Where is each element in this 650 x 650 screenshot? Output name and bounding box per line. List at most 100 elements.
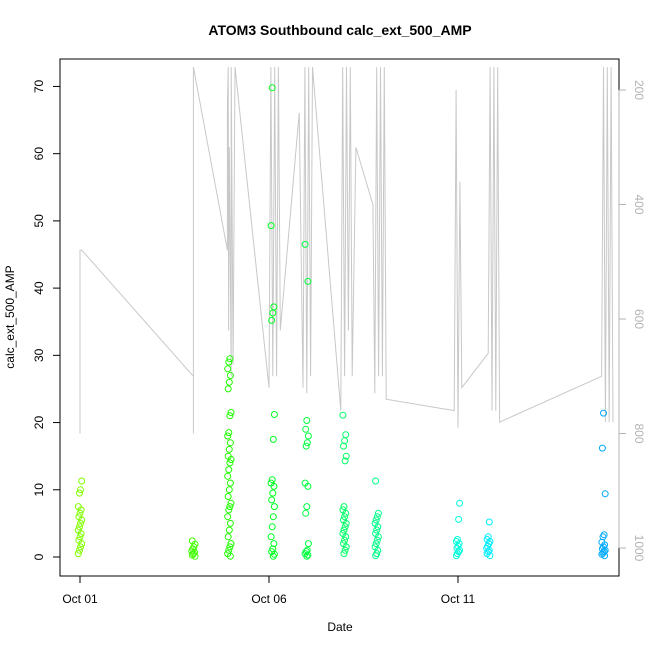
data-point bbox=[601, 490, 609, 498]
y-tick-label: 70 bbox=[32, 79, 46, 93]
data-point bbox=[372, 516, 380, 524]
data-point bbox=[341, 536, 349, 544]
data-point bbox=[74, 503, 82, 511]
data-point bbox=[304, 277, 312, 285]
y-axis-label: calc_ext_500_AMP bbox=[3, 265, 17, 368]
data-point bbox=[303, 546, 311, 554]
data-point bbox=[484, 533, 492, 541]
data-point bbox=[224, 533, 232, 541]
data-point bbox=[455, 548, 463, 556]
data-point bbox=[224, 432, 232, 440]
data-point bbox=[373, 526, 381, 534]
y-tick-label: 10 bbox=[32, 483, 46, 497]
data-point bbox=[74, 550, 82, 558]
y2-tick-label: 800 bbox=[632, 423, 646, 443]
data-point bbox=[267, 479, 275, 487]
data-point bbox=[226, 412, 234, 420]
y-tick-label: 60 bbox=[32, 147, 46, 161]
data-point bbox=[453, 536, 461, 543]
data-point bbox=[303, 417, 311, 424]
data-point bbox=[225, 445, 233, 453]
data-point bbox=[341, 523, 349, 531]
data-point bbox=[75, 513, 83, 521]
data-point bbox=[302, 548, 310, 556]
data-point bbox=[302, 425, 310, 433]
x-tick-label: Oct 01 bbox=[62, 592, 98, 606]
data-point bbox=[270, 411, 278, 418]
x-tick-label: Oct 11 bbox=[441, 592, 476, 606]
data-point bbox=[304, 432, 312, 440]
data-point bbox=[226, 459, 234, 467]
data-point bbox=[372, 540, 380, 548]
data-point bbox=[371, 543, 379, 551]
data-point bbox=[372, 477, 380, 485]
data-point bbox=[340, 503, 348, 511]
data-point bbox=[270, 303, 278, 311]
y-tick-label: 30 bbox=[32, 348, 46, 362]
data-point bbox=[224, 472, 232, 480]
data-point bbox=[485, 518, 493, 526]
data-point bbox=[224, 365, 232, 373]
data-point bbox=[226, 372, 234, 379]
data-point bbox=[339, 411, 347, 419]
data-point bbox=[268, 523, 276, 531]
data-point bbox=[225, 429, 233, 437]
y2-tick-label: 400 bbox=[632, 194, 646, 214]
chart-title: ATOM3 Southbound calc_ext_500_AMP bbox=[208, 22, 471, 38]
data-point bbox=[340, 526, 348, 534]
y-tick-label: 0 bbox=[32, 553, 46, 560]
data-point bbox=[301, 479, 309, 487]
secondary-line-series bbox=[79, 67, 614, 434]
data-point bbox=[268, 476, 276, 484]
data-point bbox=[188, 537, 196, 545]
y2-tick-label: 600 bbox=[632, 309, 646, 329]
data-point bbox=[374, 509, 382, 517]
data-point bbox=[77, 519, 84, 527]
data-point bbox=[225, 506, 233, 514]
data-point bbox=[340, 550, 348, 558]
data-point bbox=[268, 316, 276, 324]
data-point bbox=[76, 533, 84, 541]
y-tick-label: 40 bbox=[32, 281, 46, 295]
data-point bbox=[373, 513, 381, 521]
data-point bbox=[225, 486, 233, 494]
data-point bbox=[270, 540, 278, 548]
data-point bbox=[74, 526, 82, 534]
data-point bbox=[76, 489, 83, 497]
y-axis: 0 10 20 30 40 50 60 70 bbox=[32, 79, 61, 560]
data-point bbox=[268, 84, 276, 92]
data-point bbox=[341, 513, 349, 521]
data-point bbox=[340, 516, 347, 524]
data-point bbox=[303, 503, 311, 511]
data-point bbox=[600, 409, 607, 417]
data-point bbox=[269, 489, 277, 497]
data-point bbox=[225, 378, 233, 386]
data-point bbox=[269, 545, 277, 553]
data-point bbox=[303, 439, 311, 447]
data-point bbox=[224, 385, 232, 393]
data-point bbox=[225, 546, 233, 554]
x-axis: Oct 01 Oct 06 Oct 11 bbox=[62, 575, 476, 606]
data-point bbox=[373, 550, 381, 558]
plot-box bbox=[59, 58, 620, 577]
scatter-points bbox=[74, 84, 609, 560]
data-point bbox=[76, 523, 83, 531]
data-point bbox=[77, 486, 84, 494]
data-point bbox=[226, 355, 234, 363]
data-point bbox=[301, 240, 309, 248]
data-point bbox=[225, 526, 233, 534]
data-point bbox=[340, 540, 347, 548]
data-point bbox=[600, 531, 608, 539]
data-point bbox=[342, 452, 350, 460]
data-point bbox=[226, 439, 234, 447]
data-point bbox=[598, 444, 606, 452]
data-point bbox=[341, 457, 349, 465]
data-point bbox=[339, 506, 347, 514]
data-point bbox=[268, 496, 276, 504]
data-point bbox=[455, 515, 463, 523]
data-point bbox=[224, 452, 232, 460]
data-point bbox=[269, 435, 277, 443]
data-point bbox=[484, 548, 492, 556]
data-point bbox=[226, 479, 234, 487]
